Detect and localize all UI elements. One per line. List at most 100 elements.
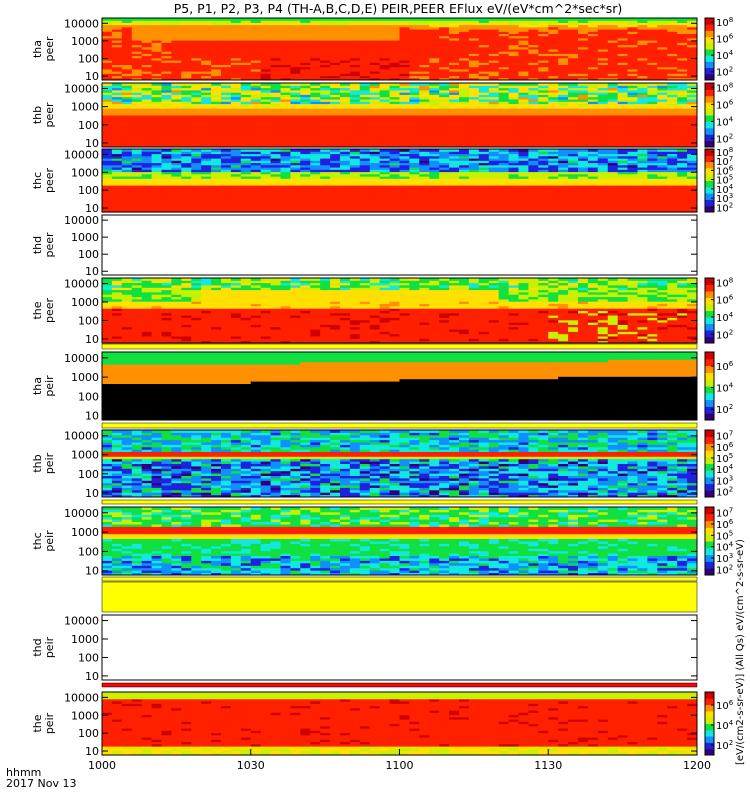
spectrogram-cell <box>191 44 202 48</box>
spectrogram-cell <box>111 142 123 146</box>
spectrogram-cell <box>587 140 599 143</box>
spectrogram-cell <box>300 108 311 111</box>
spectrogram-cell <box>687 42 698 46</box>
spectrogram-cell <box>647 29 658 32</box>
spectrogram-cell <box>211 99 222 102</box>
spectrogram-cell <box>647 57 658 61</box>
spectrogram-cell <box>141 44 153 48</box>
spectrogram-cell <box>508 117 519 121</box>
spectrogram-cell <box>508 71 519 74</box>
spectrogram-cell <box>528 26 539 30</box>
spectrogram-cell <box>449 96 460 100</box>
spectrogram-cell <box>300 75 311 79</box>
spectrogram-cell <box>488 77 500 81</box>
spectrogram-cell <box>131 164 143 168</box>
spectrogram-cell <box>369 119 381 123</box>
spectrogram-cell <box>498 40 510 43</box>
spectrogram-cell <box>102 167 113 170</box>
spectrogram-cell <box>121 167 133 170</box>
spectrogram-cell <box>687 133 698 137</box>
spectrogram-cell <box>687 37 698 41</box>
spectrogram-cell <box>568 142 579 146</box>
spectrogram-cell <box>607 68 619 72</box>
spectrogram-cell <box>439 35 450 39</box>
spectrogram-cell <box>617 77 629 81</box>
spectrogram-cell <box>578 68 589 72</box>
spectrogram-cell <box>221 99 232 102</box>
spectrogram-cell <box>369 24 381 28</box>
spectrogram-cell <box>280 121 291 125</box>
spectrogram-cell <box>191 18 202 21</box>
spectrogram-cell <box>468 126 480 130</box>
y-tick-label: 10 <box>85 70 99 83</box>
spectrogram-cell <box>389 66 400 70</box>
spectrogram-cell <box>141 209 153 213</box>
spectrogram-cell <box>597 71 609 74</box>
spectrogram-cell <box>558 22 569 26</box>
spectrogram-cell <box>131 112 143 116</box>
spectrogram-cell <box>607 42 619 46</box>
spectrogram-cell <box>320 119 331 123</box>
spectrogram-cell <box>131 173 143 177</box>
spectrogram-cell <box>121 18 133 21</box>
spectrogram-cell <box>300 37 311 41</box>
spectrogram-cell <box>349 24 361 28</box>
spectrogram-cell <box>240 103 252 107</box>
spectrogram-cell <box>558 35 569 39</box>
spectrogram-cell <box>667 92 678 95</box>
spectrogram-cell <box>647 124 658 127</box>
spectrogram-cell <box>221 101 232 105</box>
spectrogram-cell <box>389 55 400 59</box>
spectrogram-cell <box>449 57 460 61</box>
spectrogram-cell <box>478 35 490 39</box>
spectrogram-cell <box>677 87 688 91</box>
spectrogram-cell <box>637 137 648 141</box>
spectrogram-cell <box>102 20 113 23</box>
spectrogram-cell <box>468 92 480 95</box>
spectrogram-cell <box>310 121 321 125</box>
spectrogram-cell <box>597 75 609 79</box>
spectrogram-cell <box>518 101 529 105</box>
spectrogram-cell <box>151 185 162 188</box>
spectrogram-cell <box>111 126 123 130</box>
spectrogram-cell <box>429 42 440 46</box>
spectrogram-cell <box>518 73 529 77</box>
spectrogram-cell <box>597 37 609 41</box>
spectrogram-cell <box>568 77 579 81</box>
spectrogram-cell <box>409 60 420 63</box>
spectrogram-cell <box>389 101 400 105</box>
spectrogram-cell <box>508 24 519 28</box>
spectrogram-cell <box>657 94 668 98</box>
spectrogram-cell <box>518 94 529 98</box>
spectrogram-cell <box>280 140 291 143</box>
spectrogram-cell <box>161 83 172 86</box>
spectrogram-cell <box>657 126 668 130</box>
spectrogram-cell <box>518 18 529 21</box>
spectrogram-cell <box>627 101 638 105</box>
spectrogram-cell <box>419 66 430 70</box>
spectrogram-cell <box>587 29 599 32</box>
spectrogram-cell <box>221 77 232 81</box>
spectrogram-cell <box>687 26 698 30</box>
spectrogram-cell <box>131 124 143 127</box>
spectrogram-cell <box>488 117 500 121</box>
spectrogram-cell <box>300 57 311 61</box>
spectrogram-cell <box>359 137 371 141</box>
spectrogram-cell <box>102 155 113 159</box>
spectrogram-cell <box>498 35 510 39</box>
spectrogram-cell <box>578 87 589 91</box>
spectrogram-cell <box>230 49 242 52</box>
spectrogram-cell <box>637 128 648 132</box>
spectrogram-cell <box>359 124 371 127</box>
spectrogram-cell <box>161 144 172 148</box>
spectrogram-cell <box>548 92 559 95</box>
spectrogram-cell <box>161 31 172 34</box>
spectrogram-cell <box>518 22 529 26</box>
spectrogram-cell <box>587 89 599 93</box>
spectrogram-cell <box>270 140 281 143</box>
spectrogram-cell <box>201 140 212 143</box>
spectrogram-cell <box>330 51 341 54</box>
spectrogram-cell <box>647 33 658 37</box>
spectrogram-cell <box>349 126 361 130</box>
spectrogram-cell <box>191 55 202 59</box>
